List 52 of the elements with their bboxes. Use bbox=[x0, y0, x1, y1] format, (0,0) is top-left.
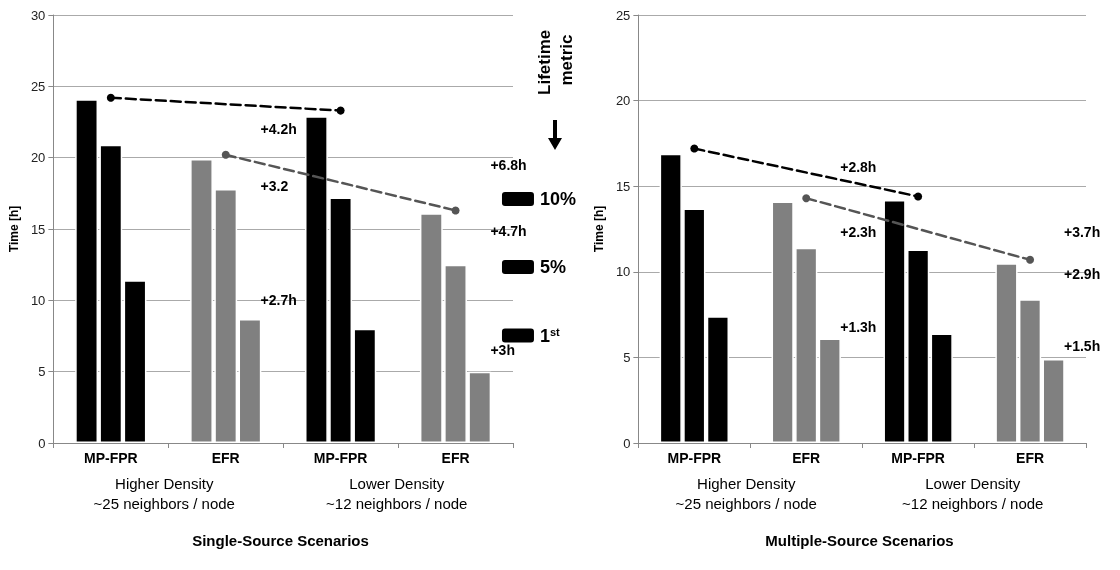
text: Higher Density ~25 neighbors / node bbox=[93, 474, 235, 512]
annotation: +4.7h bbox=[490, 223, 527, 240]
y-tick-label: 20 bbox=[30, 150, 46, 166]
text: Lower Density ~12 neighbors / node bbox=[902, 474, 1044, 512]
point bbox=[451, 206, 460, 215]
point bbox=[690, 144, 699, 153]
y-tick-label: 15 bbox=[615, 178, 631, 194]
annotation: +2.7h bbox=[260, 291, 297, 308]
legend-label: 10% bbox=[539, 189, 576, 209]
y-tick-label: 0 bbox=[38, 435, 46, 451]
annotation: +4.2h bbox=[260, 121, 297, 138]
y-axis-title: Time [h] bbox=[592, 205, 606, 253]
text: Higher Density ~25 neighbors / node bbox=[675, 474, 817, 512]
y-tick-label: 15 bbox=[30, 221, 46, 237]
annotation: +1.5h bbox=[1064, 338, 1101, 355]
x-axis-title: Single-Source Scenarios bbox=[192, 531, 369, 549]
x-axis-title: Multiple-Source Scenarios bbox=[765, 531, 954, 549]
point bbox=[802, 194, 811, 203]
annotation: +6.8h bbox=[490, 156, 527, 173]
x-tick-label: MP-FPR bbox=[891, 450, 945, 466]
point bbox=[106, 93, 115, 102]
point bbox=[221, 150, 230, 159]
y-tick-label: 25 bbox=[30, 78, 46, 94]
x-tick-label: MP-FPR bbox=[313, 450, 368, 466]
y-tick-label: 5 bbox=[38, 364, 46, 380]
annotation: +2.8h bbox=[840, 158, 877, 175]
point bbox=[336, 106, 345, 115]
annotation: +1.3h bbox=[840, 319, 877, 336]
text: Lower Density ~12 neighbors / node bbox=[326, 474, 468, 512]
annotation: +3h bbox=[490, 342, 515, 359]
x-tick-label: MP-FPR bbox=[667, 450, 722, 466]
y-tick-label: 25 bbox=[615, 7, 631, 23]
annotation: +2.9h bbox=[1064, 266, 1101, 283]
x-tick-label: EFR bbox=[1016, 450, 1045, 466]
x-tick-label: EFR bbox=[211, 450, 240, 466]
y-axis-title: Time [h] bbox=[7, 205, 21, 253]
x-tick-label: EFR bbox=[792, 450, 821, 466]
x-tick-label: EFR bbox=[441, 450, 470, 466]
y-tick-label: 10 bbox=[30, 292, 46, 308]
point bbox=[1026, 255, 1035, 264]
y-tick-label: 20 bbox=[615, 93, 631, 109]
legend-label: 5% bbox=[539, 257, 566, 277]
legend-title: Lifetime metric bbox=[534, 25, 576, 95]
annotation: +3.7h bbox=[1064, 223, 1101, 240]
y-tick-label: 10 bbox=[615, 264, 631, 280]
point bbox=[914, 192, 923, 201]
y-tick-label: 30 bbox=[30, 7, 46, 23]
annotation: +2.3h bbox=[840, 223, 877, 240]
x-tick-label: MP-FPR bbox=[83, 450, 138, 466]
annotation: +3.2 bbox=[260, 177, 289, 194]
y-tick-label: 5 bbox=[623, 349, 631, 365]
y-tick-label: 0 bbox=[623, 435, 631, 451]
